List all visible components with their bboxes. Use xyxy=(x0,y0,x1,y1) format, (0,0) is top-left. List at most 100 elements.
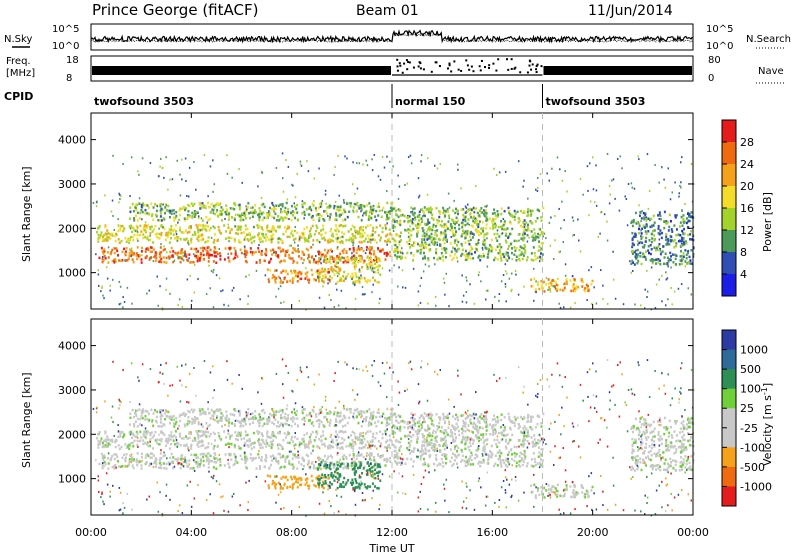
power-cell xyxy=(254,211,257,214)
power-cell xyxy=(296,218,299,221)
velocity-cell xyxy=(364,432,367,435)
power-cell xyxy=(426,238,429,241)
power-cell xyxy=(392,226,395,230)
velocity-cell xyxy=(119,432,122,436)
power-cell xyxy=(591,279,594,283)
power-cell xyxy=(404,286,407,289)
power-cell xyxy=(227,236,230,240)
velocity-cell xyxy=(197,429,200,433)
power-cell xyxy=(420,243,423,247)
power-cell xyxy=(320,255,323,258)
power-cell xyxy=(453,199,455,202)
velocity-cell xyxy=(271,443,274,446)
velocity-cell xyxy=(188,459,191,462)
power-cell xyxy=(114,234,117,238)
velocity-cell xyxy=(103,454,106,457)
power-cell xyxy=(274,212,277,216)
power-cell xyxy=(272,206,275,210)
velocity-cell xyxy=(107,467,110,470)
power-cell xyxy=(527,208,530,212)
power-cell xyxy=(112,154,114,157)
power-cell xyxy=(341,212,344,215)
power-cell xyxy=(375,218,378,222)
power-cell xyxy=(467,256,470,260)
power-cell xyxy=(534,238,537,242)
power-cell xyxy=(304,272,307,275)
power-cell xyxy=(158,219,161,222)
velocity-cell xyxy=(163,433,166,437)
power-cell xyxy=(470,224,473,227)
power-cell xyxy=(229,229,232,232)
power-cell xyxy=(531,284,534,288)
power-cell xyxy=(464,236,467,240)
power-cell xyxy=(306,160,308,163)
velocity-cell xyxy=(338,421,341,424)
power-cell xyxy=(371,233,374,237)
velocity-cell xyxy=(177,457,180,461)
power-cell xyxy=(196,225,199,229)
power-cell xyxy=(138,254,141,257)
power-cell xyxy=(498,244,501,248)
velocity-cell xyxy=(138,439,141,443)
power-cell xyxy=(456,260,459,263)
power-cell xyxy=(427,257,430,260)
power-cell xyxy=(388,216,391,220)
velocity-cell xyxy=(107,462,110,465)
power-cell xyxy=(335,237,338,240)
velocity-cell xyxy=(354,435,357,438)
velocity-cell xyxy=(224,416,227,420)
velocity-cell xyxy=(320,439,323,442)
power-cell xyxy=(173,228,176,231)
power-cell xyxy=(244,224,247,227)
power-cell xyxy=(276,254,279,258)
power-cell xyxy=(632,219,635,222)
velocity-cell xyxy=(196,443,199,446)
power-cell xyxy=(446,208,449,211)
nave-point xyxy=(450,70,453,73)
power-cell xyxy=(109,237,112,240)
velocity-cell xyxy=(350,463,353,466)
velocity-cell xyxy=(154,430,157,434)
power-cell xyxy=(350,240,353,243)
power-cell xyxy=(303,237,306,240)
power-cell xyxy=(327,278,330,281)
power-cell xyxy=(526,214,529,218)
power-cell xyxy=(206,252,209,255)
power-cell xyxy=(291,257,294,260)
velocity-cell xyxy=(245,456,248,459)
power-cell xyxy=(152,260,155,263)
power-cell xyxy=(658,242,661,246)
velocity-cell xyxy=(348,444,351,448)
power-cell xyxy=(443,277,445,280)
velocity-cell xyxy=(317,456,320,459)
power-cell xyxy=(266,224,269,228)
power-cell xyxy=(475,207,477,210)
power-cell xyxy=(372,283,374,286)
power-cell xyxy=(111,234,114,237)
power-cell xyxy=(469,232,472,235)
power-cell xyxy=(136,226,139,229)
power-cell xyxy=(285,216,288,220)
power-cell xyxy=(147,206,150,210)
velocity-cell xyxy=(279,456,282,459)
power-cell xyxy=(678,263,681,266)
velocity-cell xyxy=(198,465,201,468)
power-cell xyxy=(463,231,466,235)
velocity-cell xyxy=(102,444,105,447)
velocity-cell xyxy=(253,417,256,420)
power-cell xyxy=(354,203,357,206)
power-cell xyxy=(307,239,309,242)
power-cell xyxy=(523,230,526,234)
power-cell xyxy=(258,207,261,210)
power-cell xyxy=(410,243,413,247)
velocity-cell xyxy=(259,467,262,471)
power-cell xyxy=(248,211,251,215)
power-cell xyxy=(207,218,210,222)
power-cell xyxy=(530,252,533,255)
velocity-cell xyxy=(198,463,201,466)
nave-point xyxy=(401,71,404,74)
power-cell xyxy=(383,210,386,214)
power-cell xyxy=(563,282,566,285)
velocity-cell xyxy=(171,460,174,463)
velocity-cell xyxy=(265,454,268,457)
